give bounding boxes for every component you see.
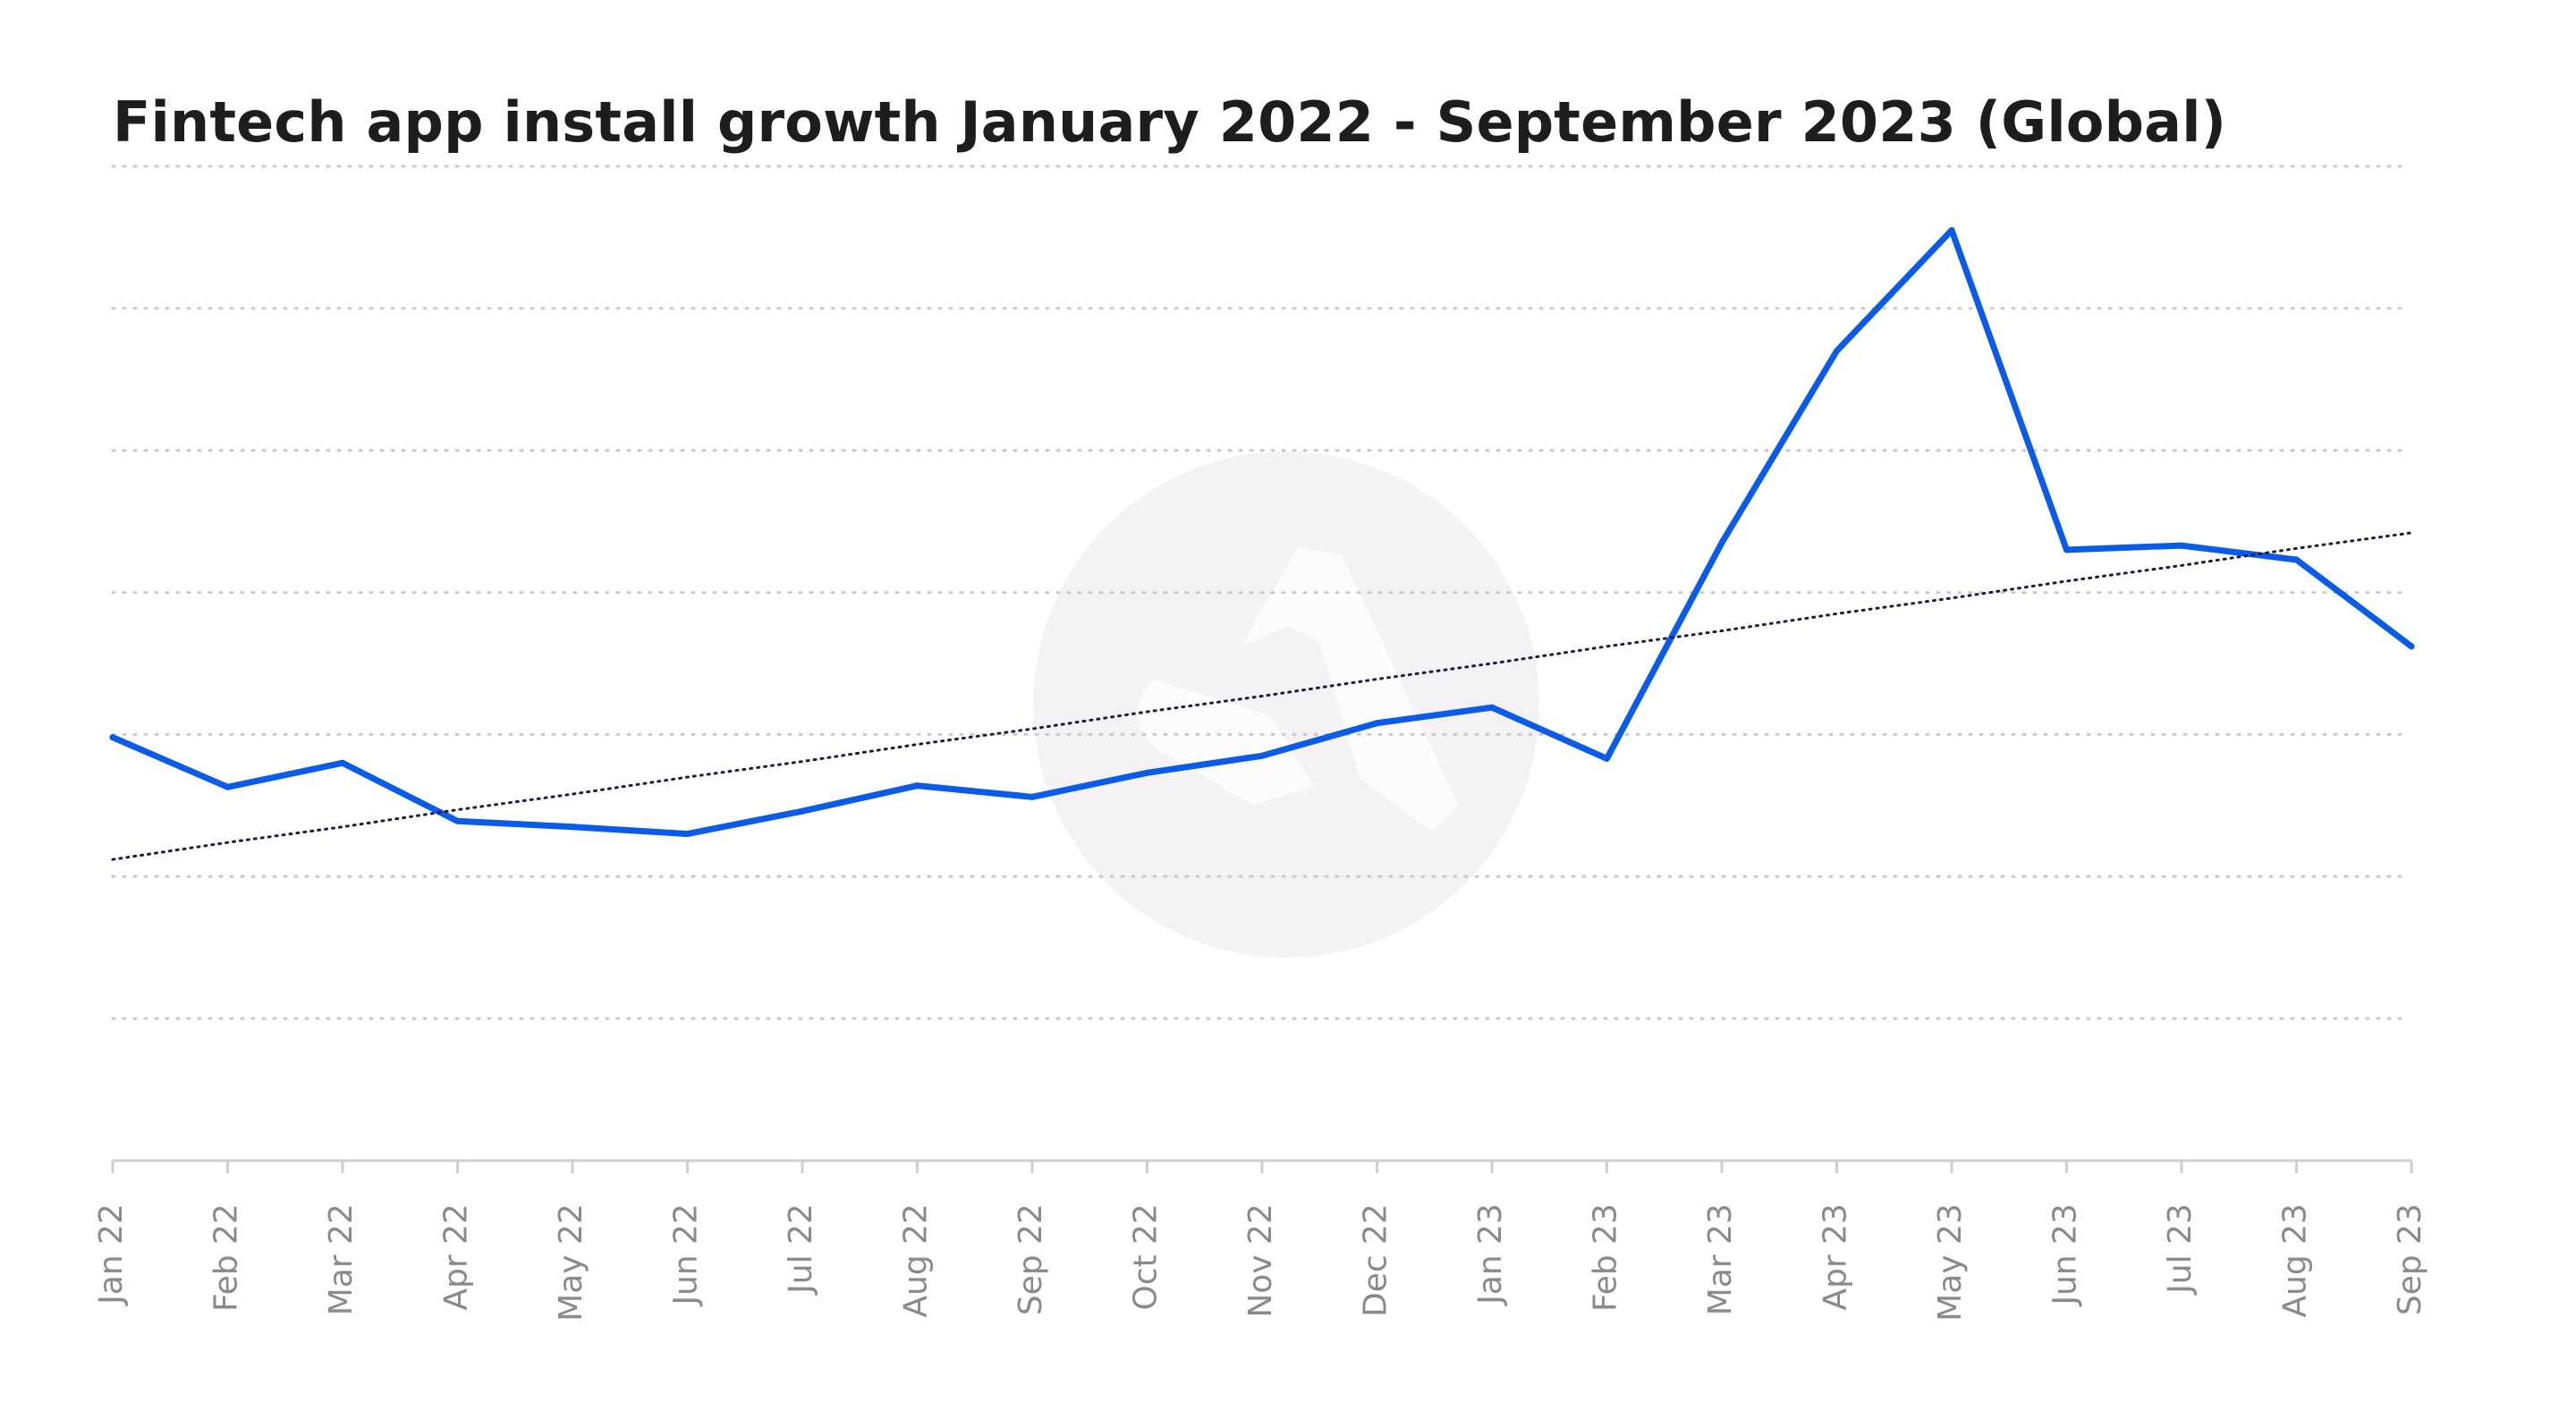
x-tick-label: Mar 23 — [1702, 1204, 1739, 1315]
x-tick-label: Jul 22 — [783, 1204, 819, 1296]
watermark-logo — [1033, 452, 1539, 958]
data-point — [1949, 227, 1955, 233]
data-point — [570, 824, 576, 830]
data-point — [340, 760, 346, 766]
x-tick-label: Oct 22 — [1128, 1204, 1165, 1311]
data-point — [800, 808, 806, 815]
data-point — [2293, 557, 2300, 563]
chart-root: Fintech app install growth January 2022 … — [0, 0, 2576, 1411]
x-tick-label: Sep 22 — [1013, 1204, 1049, 1315]
x-tick-label: Nov 22 — [1242, 1204, 1279, 1318]
watermark-circle — [1033, 452, 1539, 958]
x-tick-label: Feb 23 — [1588, 1204, 1624, 1312]
x-tick-label: May 22 — [553, 1204, 589, 1322]
data-point — [1834, 348, 1840, 354]
x-tick-label: Jun 22 — [668, 1204, 705, 1307]
x-tick-label: Sep 23 — [2392, 1204, 2428, 1315]
data-point — [1719, 539, 1725, 545]
data-point — [2179, 543, 2185, 549]
data-point — [2409, 643, 2415, 649]
data-point — [1604, 756, 1610, 762]
data-point — [914, 782, 920, 789]
data-point — [225, 784, 231, 790]
x-tick-label: Aug 23 — [2277, 1204, 2314, 1318]
data-point — [110, 734, 116, 740]
data-point — [1144, 770, 1150, 776]
x-tick-label: Apr 23 — [1818, 1204, 1854, 1311]
x-tick-label: May 23 — [1932, 1204, 1969, 1322]
data-point — [1489, 705, 1496, 711]
x-tick-label: Feb 22 — [208, 1204, 245, 1312]
data-point — [2063, 546, 2070, 553]
x-axis: Jan 22 Feb 22 Mar 22 Apr 22 May 22 Jun 22 Jul … — [93, 1161, 2428, 1322]
x-tick-label: Aug 22 — [898, 1204, 935, 1318]
x-tick-label: Dec 22 — [1358, 1204, 1394, 1317]
data-point — [454, 818, 461, 824]
x-tick-label: Jun 23 — [2047, 1204, 2084, 1307]
data-point — [684, 831, 691, 837]
line-chart: Jan 22 Feb 22 Mar 22 Apr 22 May 22 Jun 22 Jul … — [0, 0, 2576, 1411]
x-tick-label: Mar 22 — [323, 1204, 360, 1315]
x-tick-label: Jan 22 — [93, 1204, 130, 1306]
data-point — [1374, 720, 1380, 726]
data-point — [1030, 794, 1036, 800]
x-tick-label: Jul 23 — [2162, 1204, 2199, 1296]
data-point — [1259, 753, 1266, 759]
x-tick-label: Jan 23 — [1472, 1204, 1509, 1306]
x-tick-label: Apr 22 — [438, 1204, 475, 1311]
